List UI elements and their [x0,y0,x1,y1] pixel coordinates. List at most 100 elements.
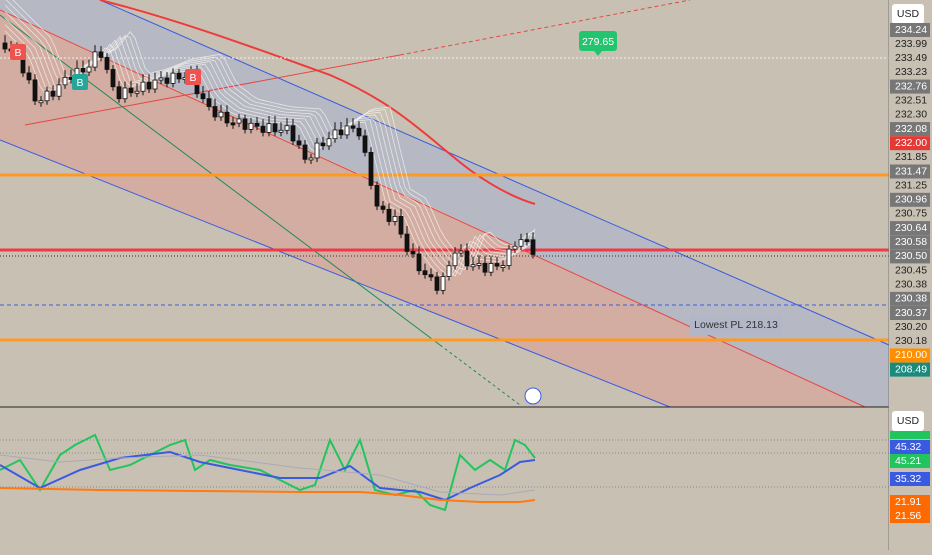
candle [302,144,308,160]
candle [62,77,68,86]
candle [92,51,98,68]
candle [86,66,92,73]
price-tag [890,164,930,179]
price-tag [890,348,930,363]
price-tag [890,23,930,37]
moving-average [99,0,536,205]
candle [344,125,350,136]
price-label: 230.58 [895,236,927,248]
candle [452,252,458,267]
price-label: 232.30 [895,109,927,121]
candle [440,276,446,291]
osc-line [0,433,536,512]
candle [206,98,212,107]
candle [410,251,416,255]
price-tag [890,136,930,151]
candle [416,253,422,272]
target-text: 279.65 [582,36,614,48]
currency-button[interactable] [892,411,924,431]
oscillator [0,433,889,512]
candle [338,129,344,136]
axis-labels: 234.24 233.99 233.49 233.23 232.76 232.51 232.… [890,23,930,523]
candle [398,216,404,235]
candle [284,125,290,131]
candle [38,100,44,104]
candle [218,111,224,118]
price-tag [890,192,930,207]
candle [488,263,494,273]
indicator-tag [890,509,930,523]
candle [98,51,104,58]
candle [422,270,428,276]
sell-signal [10,44,26,60]
candle [386,208,392,222]
price-label: 230.37 [895,307,927,319]
indicator-label: 35.32 [895,473,921,485]
candle [278,129,284,133]
price-tag [890,221,930,236]
currency: USD [897,415,920,427]
osc-line [0,454,536,496]
candle [464,250,470,267]
candle [404,233,410,252]
candle [308,157,314,161]
price-tag [890,235,930,250]
osc-line [0,487,536,503]
indicator-label: 21.91 [895,496,921,508]
candle [104,57,110,70]
target-badge [579,31,617,51]
candle [374,185,380,207]
lowest-label: Lowest PL 218.13 [694,319,778,331]
candle [350,125,356,129]
price-label: 230.18 [895,335,927,347]
candle [164,77,170,84]
price-label: 231.47 [895,165,927,177]
candle [362,135,368,153]
candle [482,263,488,273]
candle [176,72,182,80]
price-tag [890,291,930,306]
candle [128,87,134,94]
candle [2,42,8,50]
price-label: 233.99 [895,38,927,50]
candle [290,125,296,142]
price-label: 231.85 [895,151,927,163]
candle [254,122,260,127]
indicator-tag [890,495,930,509]
candle [50,90,56,97]
currency-button[interactable] [892,4,924,24]
candle [248,122,254,130]
channel-upper [99,0,890,346]
candle [428,274,434,278]
candle [170,72,176,84]
flash-icon[interactable] [524,387,542,405]
osc-line [0,450,536,502]
candle [158,77,164,81]
indicator-label: 45.21 [895,455,921,467]
channel-lower [0,139,671,408]
candle [392,216,398,222]
currency: USD [897,8,920,20]
candle [530,239,536,255]
candle [242,118,248,130]
price-label: 232.76 [895,80,927,92]
price-label: 233.49 [895,52,927,64]
lowest-label-bg [690,315,782,335]
signal-label: B [76,77,83,89]
candle [272,123,278,133]
price-label: 230.38 [895,278,927,290]
price-tag [890,249,930,264]
price-tag [890,306,930,320]
price-label: 230.45 [895,264,927,276]
candle [296,140,302,146]
price-label: 232.00 [895,137,927,149]
candle [152,79,158,90]
price-label: 230.50 [895,250,927,262]
indicator-tag [890,454,930,468]
candle [134,90,140,94]
price-label: 234.24 [895,24,927,36]
candle [266,123,272,133]
signal-label: B [189,72,196,84]
price-label: 232.08 [895,123,927,135]
sell-signal [185,69,201,85]
